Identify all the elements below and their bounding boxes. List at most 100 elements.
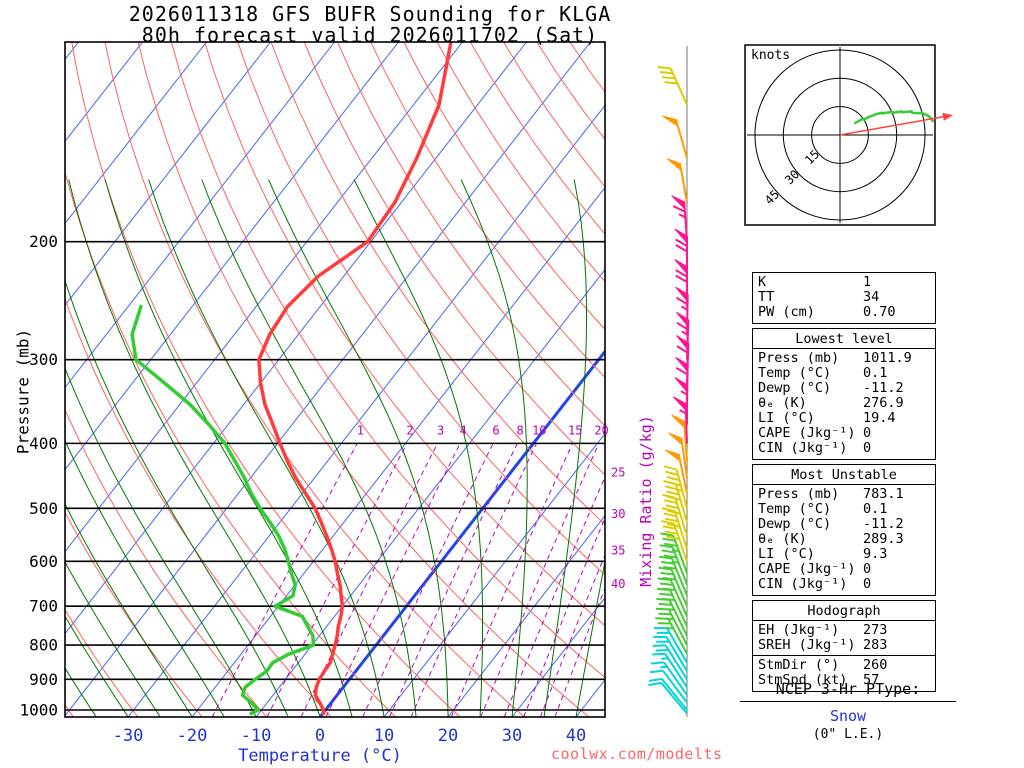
temp-tick-label: -20 bbox=[177, 726, 208, 746]
mixing-ratio-value-label: 15 bbox=[568, 424, 582, 438]
stats-section-title: Lowest level bbox=[753, 331, 935, 349]
isotherm-line bbox=[65, 42, 207, 225]
stat-row: θₑ (K) 276.9 bbox=[753, 396, 935, 411]
stat-value: 283 bbox=[863, 637, 888, 653]
dry-adiabat-line bbox=[204, 42, 605, 627]
mixing-ratio-axis-label: Mixing Ratio (g/kg) bbox=[637, 415, 655, 587]
stat-label: SREH (Jkg⁻¹) bbox=[758, 637, 856, 653]
stat-label: Dewp (°C) bbox=[758, 516, 832, 532]
temp-tick-label: 40 bbox=[566, 726, 586, 746]
moist-adiabat-line bbox=[460, 179, 528, 717]
mixing-ratio-value-label: 2 bbox=[406, 424, 413, 438]
wind-barb bbox=[657, 66, 688, 106]
stat-label: StmDir (°) bbox=[758, 657, 840, 673]
stat-row: StmDir (°) 260 bbox=[753, 655, 935, 673]
stat-label: LI (°C) bbox=[758, 410, 815, 426]
dry-adiabat-line bbox=[65, 170, 396, 717]
wind-barb bbox=[671, 414, 688, 462]
stat-value: 0 bbox=[863, 425, 872, 441]
wind-barb bbox=[662, 493, 688, 537]
wind-barb bbox=[648, 681, 688, 715]
moist-adiabat-line bbox=[65, 366, 257, 717]
storm-motion-arrow bbox=[839, 115, 947, 136]
wind-barb bbox=[649, 669, 688, 704]
hodograph-ring bbox=[811, 106, 869, 164]
stat-value: 0.1 bbox=[863, 501, 888, 517]
stat-row: EH (Jkg⁻¹) 273 bbox=[753, 623, 935, 638]
dry-adiabat-line bbox=[170, 42, 605, 679]
stat-row: LI (°C) 9.3 bbox=[753, 547, 935, 562]
mixing-ratio-value-label: 6 bbox=[492, 424, 499, 438]
wind-barb bbox=[651, 661, 688, 696]
ptype-value: Snow bbox=[829, 707, 867, 725]
stat-value: 1011.9 bbox=[863, 350, 912, 366]
stat-label: Dewp (°C) bbox=[758, 380, 832, 396]
stat-row: Temp (°C) 0.1 bbox=[753, 366, 935, 381]
mixing-ratio-value-label: 4 bbox=[459, 424, 466, 438]
wind-barb bbox=[659, 555, 688, 597]
moist-adiabat-line bbox=[65, 667, 97, 717]
mixing-ratio-value-label: 10 bbox=[532, 424, 546, 438]
stats-box: Most Unstable Press (mb) 783.1 Temp (°C) 0.1… bbox=[752, 464, 936, 596]
ptype-extra: (0" L.E.) bbox=[812, 727, 884, 742]
isotherm-line bbox=[65, 42, 463, 553]
stat-row: Dewp (°C) -11.2 bbox=[753, 381, 935, 396]
dry-adiabat-line bbox=[237, 42, 605, 576]
wind-barb bbox=[658, 566, 688, 607]
wind-barb bbox=[659, 544, 688, 586]
temp-tick-label: 10 bbox=[374, 726, 394, 746]
stat-row: CIN (Jkg⁻¹) 0 bbox=[753, 441, 935, 456]
moist-adiabat-line bbox=[201, 179, 417, 717]
moist-adiabat-line bbox=[575, 558, 605, 717]
stat-label: Temp (°C) bbox=[758, 365, 832, 381]
moist-adiabat-line bbox=[65, 615, 129, 717]
pressure-tick-label: 700 bbox=[29, 597, 58, 616]
stat-value: 34 bbox=[863, 289, 880, 305]
temp-tick-label: 30 bbox=[502, 726, 522, 746]
stat-row: Dewp (°C) -11.2 bbox=[753, 517, 935, 532]
stat-row: PW (cm) 0.70 bbox=[753, 305, 935, 320]
stat-row: SREH (Jkg⁻¹) 283 bbox=[753, 638, 935, 653]
isotherm-line bbox=[65, 42, 399, 471]
mixing-ratio-line bbox=[539, 553, 605, 717]
mixing-ratio-value-label: 1 bbox=[357, 424, 364, 438]
wind-barb bbox=[652, 644, 688, 680]
stat-value: 0.70 bbox=[863, 304, 896, 320]
pressure-tick-label: 500 bbox=[29, 499, 58, 518]
dry-adiabat-line bbox=[303, 42, 605, 476]
isotherm-line bbox=[65, 42, 527, 635]
ptype-block: NCEP 3-Hr PType: Snow (0" L.E.) bbox=[740, 680, 956, 742]
stat-row: Press (mb) 783.1 bbox=[753, 487, 935, 502]
stats-section-title: Most Unstable bbox=[753, 467, 935, 485]
ptype-heading: NCEP 3-Hr PType: bbox=[740, 680, 956, 702]
isotherm-line bbox=[447, 514, 605, 717]
wind-barb bbox=[655, 607, 688, 646]
stat-row: CAPE (Jkg⁻¹) 0 bbox=[753, 426, 935, 441]
temp-tick-label: -30 bbox=[113, 726, 144, 746]
dewpoint-curve bbox=[130, 304, 316, 716]
wind-barb bbox=[661, 520, 688, 562]
wind-barb bbox=[657, 577, 688, 617]
stat-label: CAPE (Jkg⁻¹) bbox=[758, 561, 856, 577]
moist-adiabat-line bbox=[65, 279, 289, 717]
isotherm-line bbox=[65, 42, 271, 307]
stat-value: -11.2 bbox=[863, 516, 904, 532]
wind-barb bbox=[665, 449, 688, 494]
hodograph-ring bbox=[754, 49, 926, 221]
plot-border bbox=[64, 41, 606, 718]
moist-adiabat-line bbox=[148, 179, 385, 717]
pressure-tick-label: 300 bbox=[29, 350, 58, 369]
wind-barb bbox=[666, 158, 688, 204]
wind-barb bbox=[662, 115, 688, 159]
wind-barb bbox=[663, 465, 688, 509]
stat-label: CIN (Jkg⁻¹) bbox=[758, 440, 848, 456]
isotherm-line bbox=[191, 186, 605, 717]
stats-panel: K 1 TT 34 PW (cm) 0.70 Lowest level Press (mb) 1… bbox=[752, 272, 936, 696]
stat-value: 1 bbox=[863, 274, 872, 290]
stat-label: StmSpd (kt) bbox=[758, 672, 848, 688]
stat-label: K bbox=[758, 274, 767, 290]
stat-label: PW (cm) bbox=[758, 304, 815, 320]
stat-value: 260 bbox=[863, 657, 888, 673]
isotherm-line bbox=[383, 432, 605, 717]
